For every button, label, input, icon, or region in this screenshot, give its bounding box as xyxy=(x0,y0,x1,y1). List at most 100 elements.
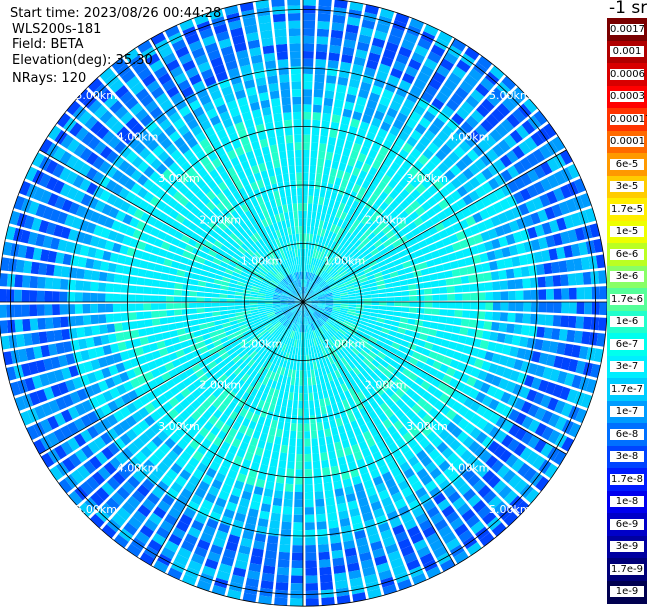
ppi-cell xyxy=(54,196,66,210)
ppi-cell xyxy=(276,174,283,183)
ppi-cell xyxy=(476,418,488,430)
ppi-cell xyxy=(234,89,246,100)
ppi-cell xyxy=(301,340,303,348)
ppi-cell xyxy=(303,241,306,249)
ppi-cell xyxy=(506,113,520,128)
ppi-cell xyxy=(259,22,272,32)
ppi-cell xyxy=(257,292,266,297)
ppi-cell xyxy=(362,237,371,246)
ppi-cell xyxy=(399,189,410,199)
ppi-cell xyxy=(324,489,334,499)
ppi-cell xyxy=(308,280,313,288)
ppi-cell xyxy=(482,408,494,421)
ppi-cell xyxy=(311,134,319,143)
ppi-cell xyxy=(199,28,214,40)
ppi-cell xyxy=(448,378,459,388)
ppi-cell xyxy=(180,256,189,265)
ppi-cell xyxy=(181,86,194,98)
ppi-cell xyxy=(20,229,31,244)
ppi-ray xyxy=(303,302,607,331)
ppi-ray xyxy=(56,112,303,302)
ppi-cell xyxy=(345,24,359,34)
ppi-cell xyxy=(127,389,139,401)
ppi-cell xyxy=(422,364,432,374)
ppi-cell xyxy=(226,249,235,257)
ppi-cell xyxy=(257,302,265,305)
ppi-cell xyxy=(497,212,509,224)
ppi-cell xyxy=(430,315,440,323)
ppi-cell xyxy=(580,393,593,409)
ppi-cell xyxy=(194,242,204,251)
ppi-cell xyxy=(125,191,137,204)
ppi-cell xyxy=(167,197,178,209)
ppi-cell xyxy=(279,316,286,323)
ppi-cell xyxy=(249,302,258,305)
ppi-cell xyxy=(496,332,506,343)
ppi-cell xyxy=(293,119,302,128)
ppi-cell xyxy=(291,560,303,569)
ppi-cell xyxy=(541,410,554,424)
ppi-cell xyxy=(231,210,240,220)
ppi-cell xyxy=(78,338,88,350)
ppi-cell xyxy=(156,200,167,211)
ppi-cell xyxy=(282,375,288,384)
ppi-cell xyxy=(484,351,494,362)
ppi-cell xyxy=(541,340,551,352)
ppi-cell xyxy=(556,370,568,385)
ppi-cell xyxy=(156,256,166,265)
ppi-cell xyxy=(213,23,228,35)
ppi-cell xyxy=(252,397,260,407)
ppi-cell xyxy=(368,260,378,267)
ppi-cell xyxy=(90,492,104,507)
ppi-cell xyxy=(457,482,471,496)
ppi-cell xyxy=(382,48,396,60)
ppi-cell xyxy=(405,388,416,398)
ppi-cell xyxy=(111,512,126,527)
ppi-cell xyxy=(333,242,340,251)
ppi-cell xyxy=(318,318,325,325)
ppi-cell xyxy=(108,135,121,149)
ppi-cell xyxy=(120,312,129,322)
ppi-cell xyxy=(371,332,380,340)
ppi-cell xyxy=(309,295,317,299)
ppi-cell xyxy=(227,391,236,401)
ppi-cell xyxy=(493,445,506,459)
ppi-cell xyxy=(315,345,320,354)
ppi-cell xyxy=(375,482,387,493)
ppi-cell xyxy=(475,124,488,138)
ppi-cell xyxy=(100,261,110,272)
ppi-cell xyxy=(312,313,318,321)
ppi-cell xyxy=(361,314,370,320)
ppi-cell xyxy=(529,277,539,288)
ppi-cell xyxy=(122,131,135,145)
ppi-cell xyxy=(410,382,420,392)
ppi-cell xyxy=(269,144,278,154)
ppi-cell xyxy=(435,240,445,249)
ppi-cell xyxy=(310,369,315,378)
ppi-cell xyxy=(249,216,257,226)
ppi-cell xyxy=(235,358,244,367)
ppi-cell xyxy=(129,276,138,285)
ppi-cell xyxy=(282,506,293,515)
ppi-cell xyxy=(437,247,448,257)
ppi-cell xyxy=(425,357,435,367)
ppi-cell xyxy=(200,195,211,206)
ppi-cell xyxy=(252,266,260,273)
ppi-cell xyxy=(431,308,440,315)
ppi-cell xyxy=(540,161,553,176)
ppi-cell xyxy=(197,416,208,427)
ppi-cell xyxy=(277,314,285,320)
ppi-cell xyxy=(434,222,445,232)
ppi-cell xyxy=(343,540,356,550)
ppi-cell xyxy=(281,294,289,298)
ppi-cell xyxy=(408,290,417,296)
ppi-cell xyxy=(293,323,298,332)
ppi-cell xyxy=(259,203,267,212)
ppi-cell xyxy=(318,303,326,306)
ppi-cell xyxy=(370,390,380,400)
ppi-cell xyxy=(374,217,383,226)
ppi-cell xyxy=(209,168,219,179)
ppi-cell xyxy=(286,285,293,292)
ppi-cell xyxy=(293,264,297,273)
ppi-cell xyxy=(286,275,292,283)
